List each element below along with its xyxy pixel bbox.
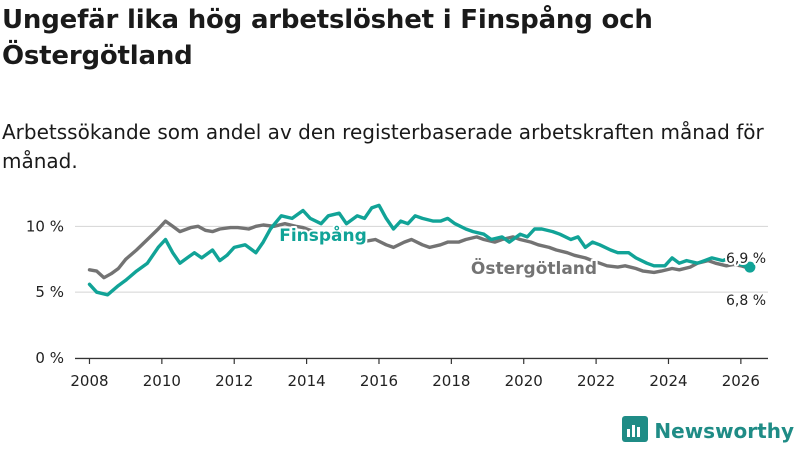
- x-tick-label: 2016: [360, 372, 398, 390]
- chart-subtitle: Arbetssökande som andel av den registerb…: [2, 120, 764, 173]
- series-line-ostergotland: [87, 219, 752, 280]
- x-tick-label: 2010: [143, 372, 181, 390]
- y-tick-label: 0 %: [35, 349, 64, 367]
- x-tick-label: 2026: [722, 372, 760, 390]
- brand-logo: Newsworthy: [622, 416, 794, 446]
- finspang-series-label: Finspång: [279, 224, 367, 246]
- finspang-end-value-label: 6,9 %: [726, 251, 766, 267]
- x-tick-label: 2022: [577, 372, 615, 390]
- brand-name: Newsworthy: [654, 419, 794, 443]
- x-tick-label: 2014: [288, 372, 326, 390]
- chart-title: Ungefär lika hög arbetslöshet i Finspång…: [2, 5, 653, 71]
- x-tick-label: 2008: [70, 372, 108, 390]
- series-line-finspang: [87, 203, 752, 297]
- ostergotland-series-label: Östergötland: [471, 257, 597, 279]
- x-axis: 2008 2010 2012 2014 2016 2018 2020 2022 2024 2026: [70, 357, 768, 390]
- y-tick-label: 5 %: [35, 283, 64, 301]
- y-tick-label: 10 %: [26, 217, 64, 235]
- label-layer: Finspång Östergötland 6,9 % 6,8 %: [277, 222, 768, 311]
- newsworthy-logo-icon: [622, 416, 649, 446]
- finspang-end-point: [744, 261, 756, 273]
- y-axis: 0 % 5 % 10 %: [26, 217, 64, 367]
- x-tick-label: 2020: [505, 372, 543, 390]
- x-tick-label: 2012: [215, 372, 253, 390]
- ostergotland-end-value-label: 6,8 %: [726, 293, 766, 309]
- series-layer: [87, 203, 756, 297]
- x-tick-label: 2018: [432, 372, 470, 390]
- x-tick-label: 2024: [649, 372, 687, 390]
